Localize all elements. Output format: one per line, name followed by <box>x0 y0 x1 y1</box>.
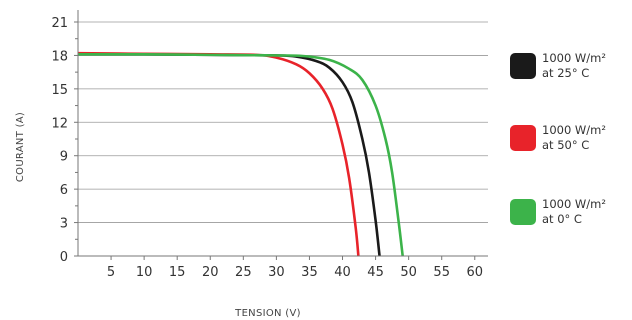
series-lines <box>77 51 404 257</box>
x-tick-label: 60 <box>467 265 484 280</box>
y-tick-label: 21 <box>51 16 68 31</box>
x-tick-label: 25 <box>235 265 252 280</box>
y-tick-label: 12 <box>51 116 68 131</box>
legend-swatch <box>510 125 536 151</box>
y-axis-title: COURANT (A) <box>15 112 26 182</box>
y-tick-label: 9 <box>60 150 68 165</box>
y-tick-label: 15 <box>51 83 68 98</box>
x-tick-label: 30 <box>268 265 285 280</box>
axes <box>77 10 488 257</box>
legend-label-line1: 1000 W/m² <box>542 123 606 137</box>
grid <box>74 21 488 257</box>
x-tick-label: 5 <box>107 265 115 280</box>
legend-label-line1: 1000 W/m² <box>542 197 606 211</box>
x-axis-title: TENSION (V) <box>234 308 301 319</box>
x-tick-label: 15 <box>169 265 186 280</box>
y-tick-labels: 0 3 6 9 12 15 18 21 <box>51 16 68 265</box>
x-tick-label: 10 <box>136 265 153 280</box>
y-tick-label: 0 <box>60 250 68 265</box>
series-line-1 <box>77 51 360 257</box>
legend-label-line1: 1000 W/m² <box>542 51 606 65</box>
legend-label-line2: at 25° C <box>542 66 589 80</box>
x-tick-labels: 5 10 15 20 25 30 35 40 45 50 55 60 <box>107 256 483 280</box>
y-tick-label: 3 <box>60 217 68 232</box>
y-tick-label: 18 <box>51 49 68 64</box>
y-tick-label: 6 <box>60 183 68 198</box>
x-tick-label: 35 <box>301 265 318 280</box>
legend-label-line2: at 0° C <box>542 212 582 226</box>
legend-swatch <box>510 199 536 225</box>
x-tick-label: 55 <box>433 265 450 280</box>
legend-label-line2: at 50° C <box>542 138 589 152</box>
x-tick-label: 50 <box>400 265 417 280</box>
x-tick-label: 45 <box>367 265 384 280</box>
series-line-2 <box>77 52 404 257</box>
x-tick-label: 40 <box>334 265 351 280</box>
legend-swatch <box>510 53 536 79</box>
series-line-0 <box>77 52 381 257</box>
x-tick-label: 20 <box>202 265 219 280</box>
